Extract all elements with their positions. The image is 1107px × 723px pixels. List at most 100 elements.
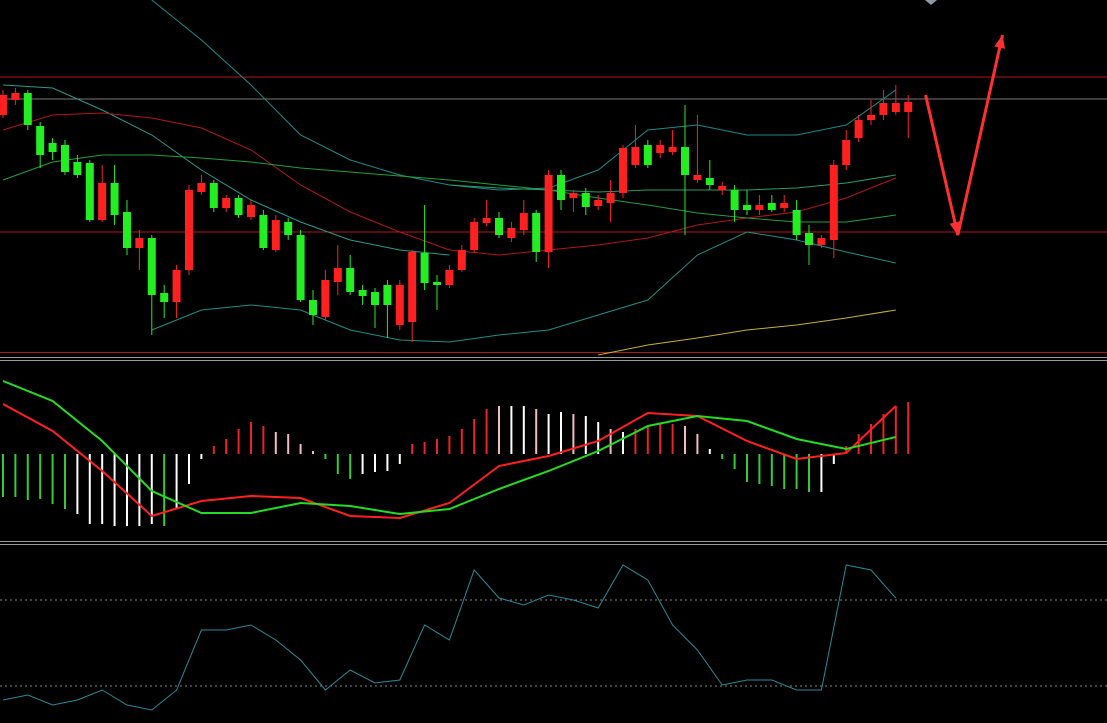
histogram-bar: [857, 434, 860, 454]
histogram-bar: [101, 454, 104, 524]
histogram-bar: [262, 426, 265, 454]
candle-body: [110, 183, 119, 215]
candle-body: [879, 103, 888, 115]
histogram-bar: [733, 454, 736, 469]
histogram-bar: [336, 454, 339, 474]
candle-body: [519, 213, 528, 230]
candle-body: [891, 103, 900, 112]
candle-body: [23, 93, 32, 125]
macd-line: [2, 380, 897, 516]
candle-body: [581, 193, 590, 207]
candle-body: [346, 268, 355, 292]
candle-body: [48, 143, 57, 152]
histogram-bar: [882, 414, 885, 454]
candle-body: [184, 190, 193, 270]
histogram-bar: [175, 454, 178, 509]
candle-body: [482, 218, 491, 223]
histogram-bar: [634, 429, 637, 454]
histogram-bar: [758, 454, 761, 484]
histogram-bar: [535, 409, 538, 454]
histogram-bar: [51, 454, 54, 504]
histogram-bar: [63, 454, 66, 509]
candle-body: [122, 212, 131, 248]
candle-body: [730, 190, 739, 210]
histogram-bar: [795, 454, 798, 489]
histogram-bar: [460, 429, 463, 454]
histogram-bar: [187, 454, 190, 484]
histogram-bar: [237, 429, 240, 454]
histogram-bar: [907, 402, 910, 454]
arrow-head: [994, 35, 1005, 49]
histogram-bar: [373, 454, 376, 472]
candle-body: [631, 147, 640, 165]
histogram-bar: [473, 419, 476, 454]
candle-body: [234, 198, 243, 215]
histogram-bar: [26, 454, 29, 500]
histogram-bar: [287, 434, 290, 454]
candle-body: [755, 205, 764, 210]
candle-body: [85, 163, 94, 220]
candle-body: [829, 165, 838, 240]
histogram-bar: [398, 454, 401, 464]
candle-body: [656, 145, 665, 153]
histogram-bar: [125, 454, 128, 526]
histogram-bar: [560, 412, 563, 454]
histogram-bar: [746, 454, 749, 482]
candle-body: [432, 282, 441, 285]
arrow-head: [949, 221, 961, 235]
candle-body: [11, 93, 20, 100]
candle-body: [544, 175, 553, 252]
histogram-bar: [870, 424, 873, 454]
histogram-bar: [386, 454, 389, 471]
histogram-bar: [584, 416, 587, 454]
candle-body: [383, 285, 392, 305]
histogram-bar: [88, 454, 91, 524]
histogram-bar: [597, 422, 600, 454]
candle-body: [209, 183, 218, 208]
candle-body: [792, 210, 801, 235]
macd-line: [2, 403, 897, 520]
candle-body: [594, 200, 603, 206]
histogram-bar: [14, 454, 17, 497]
candle-body: [668, 147, 677, 152]
candle-body: [271, 220, 280, 250]
candle-body: [284, 222, 293, 235]
histogram-bar: [485, 409, 488, 454]
histogram-bar: [324, 454, 327, 459]
candle-body: [904, 102, 913, 112]
candle-body: [494, 218, 503, 235]
histogram-bar: [770, 454, 773, 486]
oscillator-line: [2, 564, 897, 711]
candle-body: [370, 292, 379, 305]
histogram-bar: [696, 434, 699, 454]
indicator-line: [2, 84, 450, 256]
candle-body: [395, 285, 404, 325]
candle-body: [358, 290, 367, 296]
candle-body: [246, 205, 255, 217]
histogram-bar: [150, 454, 153, 524]
candle-body: [532, 213, 541, 252]
candle-body: [36, 126, 45, 155]
candle-body: [147, 238, 156, 295]
histogram-bar: [76, 454, 79, 514]
candle-body: [569, 193, 578, 198]
indicator-line: [598, 309, 896, 356]
histogram-bar: [163, 454, 166, 526]
histogram-bar: [622, 432, 625, 454]
candle-body: [681, 147, 690, 175]
histogram-bar: [113, 454, 116, 526]
candle-body: [457, 250, 466, 270]
candle-body: [333, 268, 342, 282]
candle-body: [619, 148, 628, 193]
indicator-line: [2, 154, 896, 223]
candle-body: [743, 205, 752, 210]
candle-body: [60, 145, 69, 172]
candle-body: [308, 300, 317, 315]
histogram-bar: [547, 414, 550, 454]
candle-body: [817, 238, 826, 245]
candle-body: [470, 222, 479, 250]
candle-body: [222, 198, 231, 208]
